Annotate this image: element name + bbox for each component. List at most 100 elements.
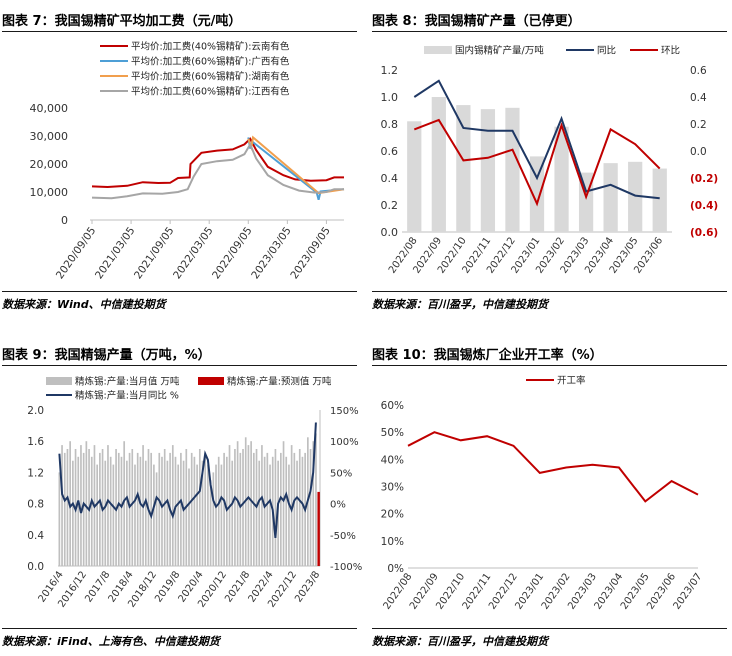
bar <box>85 441 88 566</box>
bar <box>182 460 185 566</box>
y-tick-label: 0.0 <box>27 561 44 573</box>
bar <box>315 433 317 566</box>
forecast-bar <box>317 491 320 566</box>
bar <box>99 452 101 566</box>
chart-source: 数据来源：Wind、中信建投期货 <box>2 298 166 311</box>
bar <box>109 456 112 566</box>
y-tick-label: 0.2 <box>381 199 399 212</box>
bar <box>456 105 471 232</box>
bar <box>263 456 266 566</box>
panel-refined-output: 图表 9：我国精锡产量（万吨，%） 精炼锡:产量:当月值 万吨 精炼锡:产量:预测… <box>2 338 362 656</box>
panel-tc: 图表 7：我国锡精矿平均加工费（元/吨） 平均价:加工费(40%锡精矿):云南有… <box>2 4 362 324</box>
bar <box>298 449 301 566</box>
bar <box>234 449 236 566</box>
chart-source: 数据来源：iFind、上海有色、中信建投期货 <box>2 635 220 648</box>
y-tick-label: 0.8 <box>27 499 44 511</box>
x-tick-label: 2023/03/05 <box>249 225 294 281</box>
panel-title: 图表 7：我国锡精矿平均加工费（元/吨） <box>2 14 242 29</box>
series-line <box>413 79 660 200</box>
legend-label: 平均价:加工费(40%锡精矿):云南有色 <box>131 41 290 53</box>
bar <box>301 456 304 566</box>
legend-swatch <box>46 377 72 385</box>
bar <box>603 163 618 232</box>
bar <box>274 449 277 566</box>
bar <box>505 107 520 232</box>
y-tick-label: 0.4 <box>27 530 44 542</box>
title-rule <box>2 31 357 32</box>
bar <box>128 452 131 566</box>
bar <box>258 460 261 566</box>
bar <box>231 460 234 566</box>
y-tick-label: 0.4 <box>381 172 399 185</box>
bar <box>223 452 225 566</box>
bar <box>480 109 496 232</box>
y2-tick-label: 0.6 <box>690 65 707 77</box>
y2-tick-label: 0% <box>330 500 346 511</box>
bar <box>158 452 161 566</box>
y2-tick-label: -100% <box>330 562 362 573</box>
bar <box>144 460 147 566</box>
bar <box>252 452 255 566</box>
bar <box>296 460 298 566</box>
bar <box>201 460 204 566</box>
bar <box>215 464 217 566</box>
y-tick-label: 1.2 <box>381 64 399 77</box>
bar <box>134 464 136 566</box>
source-rule <box>372 291 727 292</box>
bar <box>104 460 107 566</box>
bar <box>155 472 158 566</box>
x-tick-label: 2022/03/05 <box>171 225 216 281</box>
bar <box>80 445 82 566</box>
chart-processing-fee: 平均价:加工费(40%锡精矿):云南有色平均价:加工费(60%锡精矿):广西有色… <box>30 41 345 281</box>
y2-tick-label: -50% <box>330 531 356 542</box>
y-tick-label: 40% <box>381 454 404 466</box>
bar <box>242 449 244 566</box>
panel-operating-rate: 图表 10：我国锡炼厂企业开工率（%） 开工率 0% 10% 20% 30% 40% 50%… <box>372 338 732 656</box>
bar <box>250 441 252 566</box>
y2-tick-label: 0.0 <box>690 146 707 158</box>
bar <box>177 464 180 566</box>
bar <box>198 449 201 566</box>
y-tick-label: 1.0 <box>381 91 399 104</box>
bar <box>180 452 182 566</box>
y2-tick-label: 50% <box>330 468 352 479</box>
series-line <box>58 422 317 538</box>
x-tick-label: 2023/09/05 <box>288 225 333 281</box>
bar <box>153 464 155 566</box>
bar <box>77 456 80 566</box>
y2-tick-label: (0.6) <box>690 227 718 239</box>
bar <box>63 452 66 566</box>
y-tick-label: 50% <box>381 427 404 439</box>
bar <box>282 441 285 566</box>
bar <box>174 456 177 566</box>
bar <box>204 452 207 566</box>
x-tick-label: 2021/09/05 <box>132 225 177 281</box>
y-tick-label: 10% <box>381 536 404 548</box>
bar <box>225 456 228 566</box>
panel-title: 图表 10：我国锡炼厂企业开工率（%） <box>372 348 603 363</box>
source-rule <box>2 628 357 629</box>
panel-title: 图表 9：我国精锡产量（万吨，%） <box>2 348 211 363</box>
legend-label: 精炼锡:产量:当月同比 % <box>75 390 179 402</box>
bar <box>431 97 446 232</box>
legend-label: 平均价:加工费(60%锡精矿):广西有色 <box>131 56 290 68</box>
bar <box>261 445 263 566</box>
legend-label: 开工率 <box>557 375 586 387</box>
x-tick-label: 2022/09/05 <box>210 225 255 281</box>
legend-label: 平均价:加工费(60%锡精矿):湖南有色 <box>131 71 290 83</box>
y2-tick-label: (0.2) <box>690 173 718 185</box>
y-tick-label: 30% <box>381 482 404 494</box>
bar <box>209 480 212 566</box>
legend-label: 平均价:加工费(60%锡精矿):江西有色 <box>131 86 290 98</box>
bar <box>288 464 290 566</box>
y2-tick-label: 150% <box>330 406 359 417</box>
bar <box>161 456 163 566</box>
x-tick-label: 2021/03/05 <box>93 225 138 281</box>
legend-label: 环比 <box>661 45 680 57</box>
bar <box>407 121 422 232</box>
bar <box>652 168 667 232</box>
bar <box>529 156 545 232</box>
bar <box>107 445 109 566</box>
bar <box>131 449 134 566</box>
